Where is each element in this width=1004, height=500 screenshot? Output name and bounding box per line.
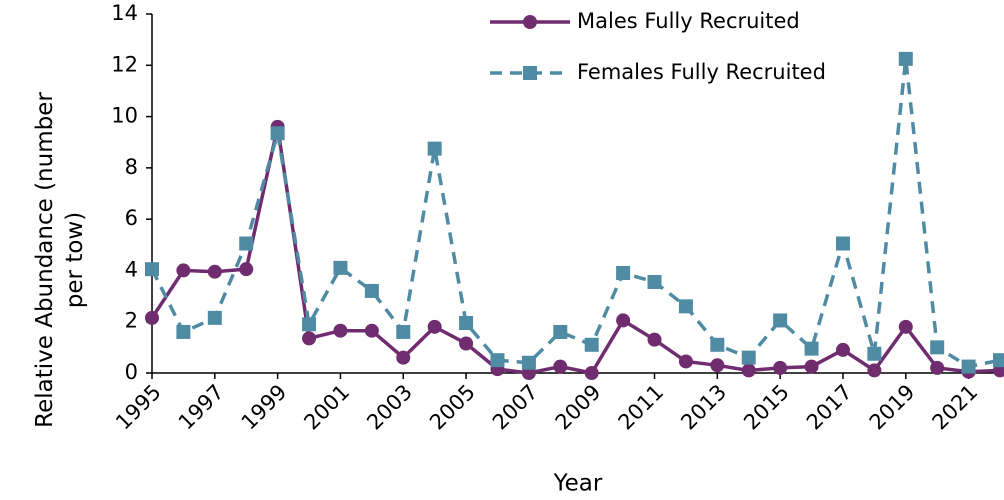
x-tick-label: 2021 bbox=[928, 380, 983, 435]
data-point bbox=[584, 337, 599, 352]
data-point bbox=[176, 324, 191, 339]
data-point bbox=[427, 141, 442, 156]
data-point bbox=[207, 264, 222, 279]
data-point bbox=[710, 337, 725, 352]
data-point bbox=[302, 331, 317, 346]
x-tick-label: 2017 bbox=[802, 380, 857, 435]
x-tick-label: 2001 bbox=[299, 380, 354, 435]
data-point bbox=[616, 313, 631, 328]
data-point bbox=[647, 274, 662, 289]
y-tick-label: 12 bbox=[111, 52, 138, 76]
x-tick-label: 2005 bbox=[425, 380, 480, 435]
data-point bbox=[270, 126, 285, 141]
x-axis-label: Year bbox=[553, 471, 603, 497]
data-point bbox=[459, 336, 474, 351]
data-point bbox=[647, 332, 662, 347]
x-tick-label: 2011 bbox=[614, 380, 669, 435]
legend-label: Females Fully Recruited bbox=[577, 60, 826, 84]
data-point bbox=[993, 353, 1004, 368]
x-tick-label: 1997 bbox=[174, 380, 229, 435]
data-point bbox=[459, 315, 474, 330]
y-tick-label: 0 bbox=[125, 360, 138, 384]
x-tick-label: 2003 bbox=[362, 380, 417, 435]
data-point bbox=[364, 283, 379, 298]
data-point bbox=[867, 346, 882, 361]
data-point bbox=[930, 360, 945, 375]
data-point bbox=[773, 313, 788, 328]
y-tick-label: 6 bbox=[125, 206, 138, 230]
data-point bbox=[207, 310, 222, 325]
data-point bbox=[490, 353, 505, 368]
data-point bbox=[710, 358, 725, 373]
data-point bbox=[678, 299, 693, 314]
data-point bbox=[867, 363, 882, 378]
data-point bbox=[333, 260, 348, 275]
data-point bbox=[804, 341, 819, 356]
data-point bbox=[835, 236, 850, 251]
data-point bbox=[364, 323, 379, 338]
data-point bbox=[427, 319, 442, 334]
y-tick-label: 2 bbox=[125, 309, 138, 333]
x-tick-label: 2009 bbox=[551, 380, 606, 435]
data-point bbox=[898, 319, 913, 334]
data-point bbox=[396, 350, 411, 365]
x-tick-label: 1995 bbox=[111, 380, 166, 435]
data-point bbox=[678, 354, 693, 369]
y-tick-label: 4 bbox=[125, 257, 138, 281]
legend-label: Males Fully Recruited bbox=[577, 9, 800, 33]
x-tick-label: 1999 bbox=[237, 380, 292, 435]
data-point bbox=[145, 310, 159, 325]
x-tick-label: 2019 bbox=[865, 380, 920, 435]
x-tick-label: 2013 bbox=[676, 380, 731, 435]
data-point bbox=[804, 359, 819, 374]
data-point bbox=[961, 359, 976, 374]
y-tick-label: 10 bbox=[111, 104, 138, 128]
data-point bbox=[145, 262, 159, 277]
data-point bbox=[176, 263, 191, 278]
data-point bbox=[553, 324, 568, 339]
data-point bbox=[741, 350, 756, 365]
data-point bbox=[930, 340, 945, 355]
data-point bbox=[898, 51, 913, 66]
series-line bbox=[150, 126, 1001, 375]
data-point bbox=[396, 324, 411, 339]
data-point bbox=[553, 359, 568, 374]
data-point bbox=[584, 366, 599, 380]
data-point bbox=[302, 317, 317, 332]
x-tick-label: 2015 bbox=[739, 380, 794, 435]
data-point bbox=[835, 342, 850, 357]
y-tick-label: 14 bbox=[111, 1, 138, 25]
y-tick-label: 8 bbox=[125, 155, 138, 179]
data-point bbox=[741, 363, 756, 378]
data-point bbox=[616, 265, 631, 280]
legend-marker bbox=[523, 15, 537, 29]
y-axis-label: Relative Abundance (number per tow) bbox=[32, 92, 88, 428]
data-point bbox=[773, 360, 788, 375]
data-point bbox=[239, 236, 254, 251]
x-tick-label: 2007 bbox=[488, 380, 543, 435]
data-point bbox=[521, 355, 536, 370]
data-point bbox=[239, 262, 254, 277]
data-point bbox=[333, 323, 348, 338]
legend-marker bbox=[523, 66, 537, 80]
series-line bbox=[150, 58, 1001, 369]
